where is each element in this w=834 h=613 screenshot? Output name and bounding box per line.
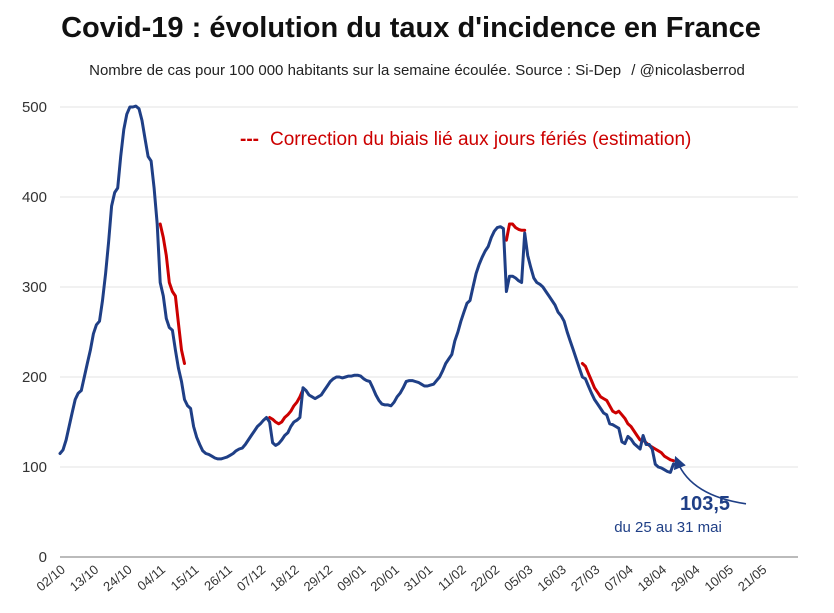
subtitle-credit: / @nicolasberrod [631, 62, 745, 79]
callout-value: 103,5 [680, 493, 730, 515]
y-tick-label: 400 [22, 189, 47, 206]
x-tick-label: 24/10 [100, 562, 135, 594]
y-tick-label: 500 [22, 99, 47, 116]
chart-title: Covid-19 : évolution du taux d'incidence… [61, 12, 761, 44]
incidence-line [58, 104, 675, 474]
subtitle-text: Nombre de cas pour 100 000 habitants sur… [89, 62, 622, 79]
x-tick-label: 09/01 [334, 562, 369, 594]
y-axis-labels: 0 100 200 300 400 500 [22, 99, 47, 566]
x-tick-label: 05/03 [501, 562, 536, 594]
x-tick-label: 22/02 [468, 562, 503, 594]
chart-subtitle: Nombre de cas pour 100 000 habitants sur… [0, 62, 834, 79]
x-tick-label: 20/01 [367, 562, 402, 594]
x-tick-label: 07/04 [601, 562, 636, 594]
x-tick-label: 11/02 [435, 562, 469, 594]
x-tick-label: 16/03 [534, 562, 569, 594]
correction-line-segment [268, 388, 305, 426]
y-tick-label: 0 [39, 549, 47, 566]
x-tick-label: 15/11 [168, 562, 202, 594]
x-tick-label: 04/11 [134, 562, 168, 594]
series-lines [58, 104, 675, 474]
grid-lines [60, 106, 798, 468]
x-tick-label: 10/05 [702, 562, 737, 594]
legend-label: Correction du biais lié aux jours fériés… [270, 129, 691, 150]
x-tick-label: 29/04 [668, 562, 703, 594]
legend: --- Correction du biais lié aux jours fé… [240, 129, 691, 150]
callout-period: du 25 au 31 mai [614, 519, 722, 536]
y-tick-label: 200 [22, 369, 47, 386]
correction-line-segment [158, 222, 186, 365]
y-tick-label: 300 [22, 279, 47, 296]
x-tick-label: 27/03 [568, 562, 603, 594]
x-tick-label: 29/12 [301, 562, 336, 594]
y-tick-label: 100 [22, 459, 47, 476]
x-tick-label: 18/12 [267, 562, 302, 594]
x-tick-label: 18/04 [635, 562, 670, 594]
x-tick-label: 13/10 [67, 562, 102, 594]
correction-line-segment [504, 222, 527, 242]
x-tick-label: 21/05 [735, 562, 770, 594]
latest-value-callout: 103,5 du 25 au 31 mai [614, 455, 747, 536]
correction-line-segment [580, 362, 675, 463]
callout-arrow [674, 455, 747, 505]
x-tick-label: 26/11 [201, 562, 235, 594]
legend-marker: --- [240, 129, 259, 150]
x-tick-label: 31/01 [401, 562, 436, 594]
x-tick-label: 02/10 [33, 562, 68, 594]
x-tick-label: 07/12 [234, 562, 269, 594]
